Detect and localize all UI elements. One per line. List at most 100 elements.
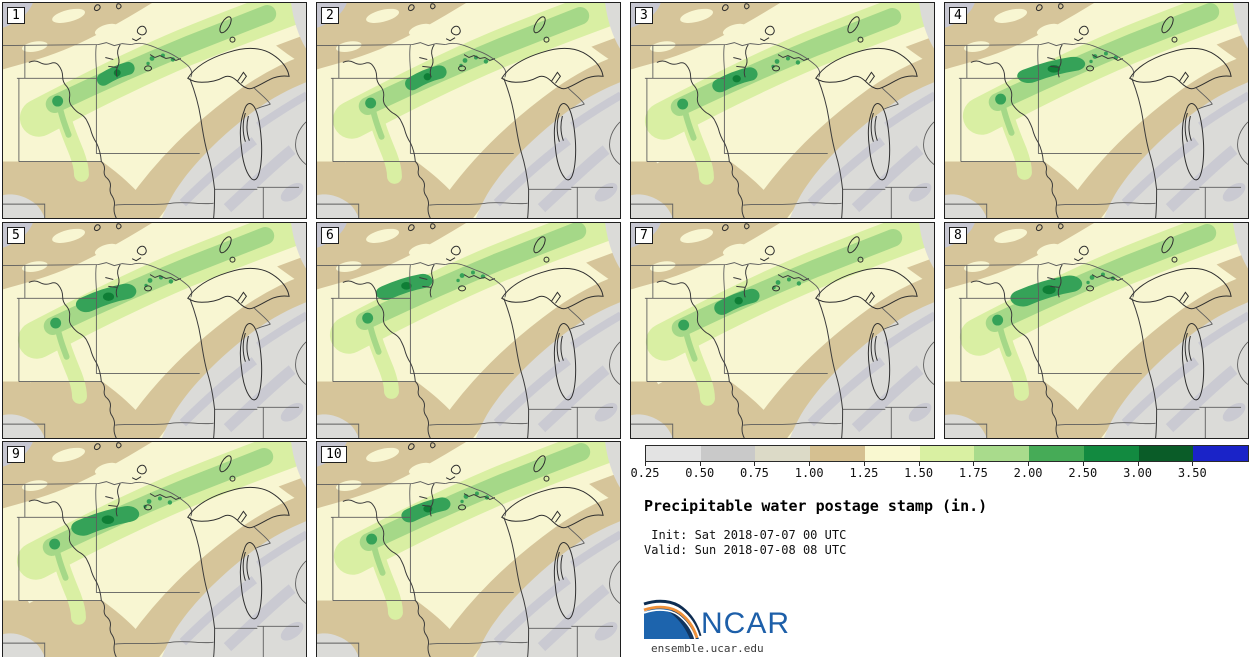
lake-michigan [239,103,263,181]
lake-of-the-woods [445,245,461,262]
colorbar-segment [700,446,756,461]
colorbar-segment [1083,446,1139,461]
rivers [656,44,844,218]
mississippi-river [503,298,530,438]
state-borders [317,262,620,438]
colorbar-tick-label: 1.50 [904,466,934,480]
missouri-river-border [728,161,745,218]
rivers [970,264,1158,438]
lake-michigan [239,542,263,620]
colorbar-segment [919,446,975,461]
green-bay [242,551,250,581]
ncar-logo: NCAR [643,599,789,640]
pw-map [3,223,306,438]
boundary-waters [1091,274,1124,282]
missouri-river [656,280,730,382]
rivers [656,264,844,438]
corner-overlays [291,3,306,49]
isle-royale [847,16,860,34]
state-borders [3,481,306,657]
map-panel: 3 [630,2,935,219]
pw-map [631,223,934,438]
mississippi-river [189,517,216,657]
green-bay [556,332,564,362]
pw-map [3,442,306,657]
red-river [1057,264,1063,298]
missouri-river [28,499,102,601]
colorbar-segment [1138,446,1194,461]
state-borders [631,42,934,218]
mississippi-river [817,298,844,438]
keweenaw-peninsula [237,291,248,304]
red-river [429,44,435,78]
colorbar-tick-label: 3.50 [1177,466,1207,480]
colorbar-segment [646,446,701,461]
pw-map [631,3,934,218]
lake-michigan [239,323,263,401]
corner-overlays [605,442,620,488]
map-panel: 9 [2,441,307,657]
red-river [743,44,749,78]
missouri-river [342,280,416,382]
pw-map [317,442,620,657]
lake-of-the-woods [759,25,775,42]
lake-michigan [1181,323,1205,401]
lake-of-the-woods [1073,245,1089,262]
colorbar-segment [1193,446,1249,461]
corner-overlays [919,3,934,49]
valid-time: Valid: Sun 2018-07-08 08 UTC [644,543,847,557]
member-number-label: 7 [635,227,653,244]
lakes [721,223,918,401]
keweenaw-peninsula [1179,291,1190,304]
isle-royale [847,236,860,254]
missouri-river [970,280,1044,382]
state-borders [631,262,934,438]
init-time: Init: Sat 2018-07-07 00 UTC [644,528,847,542]
lakes [721,3,918,181]
keweenaw-peninsula [237,510,248,523]
lakes [407,3,604,181]
lake-of-the-woods [131,245,147,262]
moisture-band [317,223,620,399]
mille-lacs-lake [1086,285,1095,292]
green-bay [556,112,564,142]
green-bay [1184,332,1192,362]
rivers [28,483,216,657]
mille-lacs-lake [458,285,467,292]
isle-royale [219,16,232,34]
colorbar-tick [645,462,646,466]
lake-superior [187,486,290,529]
green-bay [1184,112,1192,142]
colorbar-tick [754,462,756,466]
state-borders [3,42,306,218]
mille-lacs-lake [772,65,781,72]
member-number-label: 4 [949,7,967,24]
boundary-waters [463,274,496,282]
missouri-river [28,280,102,382]
colorbar-tick-label: 0.50 [685,466,715,480]
lakes [407,442,604,620]
lakes [1035,3,1232,181]
green-bay [870,112,878,142]
lake-of-the-woods [1073,25,1089,42]
pw-map [317,3,620,218]
missouri-river-border [100,161,117,218]
state-borders [317,42,620,218]
mille-lacs-lake [458,65,467,72]
boundary-waters [149,54,182,62]
map-panel: 10 [316,441,621,657]
lake-of-the-woods [759,245,775,262]
boundary-waters [1091,54,1124,62]
pw-map [3,3,306,218]
mille-lacs-lake [144,285,153,292]
mississippi-river [1131,298,1158,438]
corner-overlays [291,442,306,488]
member-number-label: 1 [7,7,25,24]
mississippi-river [817,78,844,218]
product-title: Precipitable water postage stamp (in.) [644,497,988,515]
colorbar-tick-label: 1.75 [958,466,988,480]
colorbar [645,445,1249,462]
red-river [1057,44,1063,78]
moisture-band [317,3,620,184]
